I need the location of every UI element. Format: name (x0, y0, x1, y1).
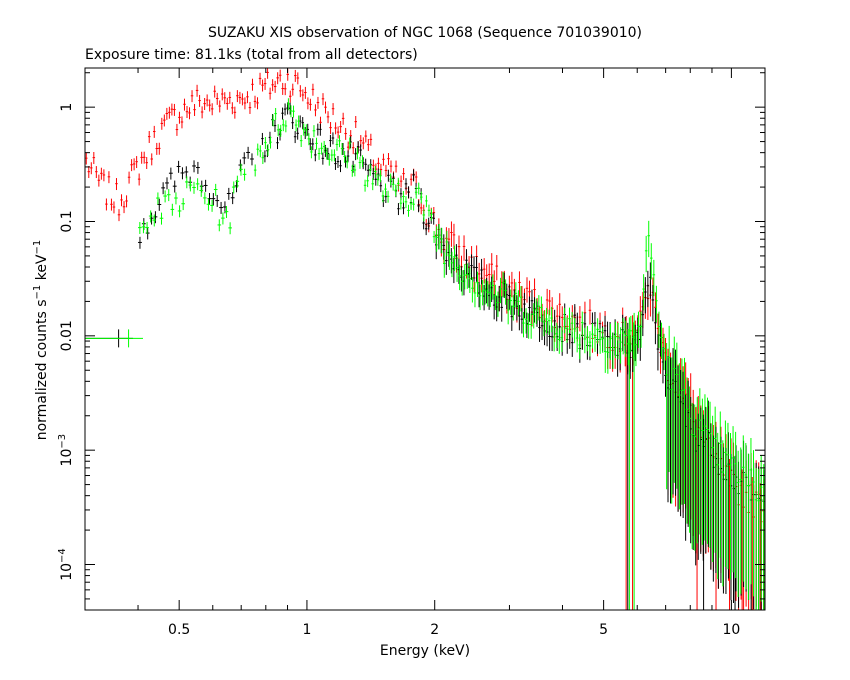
plot-area (85, 68, 765, 610)
plot-frame (84, 67, 766, 611)
y-tick-label-base: 10 (59, 563, 75, 581)
y-tick-label: 10−3 (57, 434, 75, 467)
x-tick-label: 5 (599, 622, 608, 638)
y-tick-label: 0.01 (59, 320, 75, 351)
x-tick-label: 1 (302, 622, 311, 638)
series-1 (85, 68, 765, 610)
series-3 (85, 98, 765, 610)
y-tick-label-exp: −3 (57, 434, 68, 449)
chart-subtitle: Exposure time: 81.1ks (total from all de… (85, 47, 418, 63)
x-tick-label: 2 (430, 622, 439, 638)
x-tick-label: 0.5 (168, 622, 190, 638)
y-tick-label: 0.1 (59, 210, 75, 232)
y-tick-label-exp: −4 (57, 548, 68, 563)
y-axis-label: normalized counts s−1 keV−1 (32, 240, 50, 441)
x-axis-label: Energy (keV) (380, 643, 470, 659)
x-tick-label: 10 (722, 622, 740, 638)
y-tick-label-base: 10 (59, 449, 75, 467)
y-axis-label-exp1: −1 (32, 285, 43, 300)
chart-title: SUZAKU XIS observation of NGC 1068 (Sequ… (208, 25, 642, 41)
y-tick-label: 10−4 (57, 548, 75, 581)
y-tick-label: 1 (59, 103, 75, 112)
y-axis-label-exp2: −1 (32, 240, 43, 255)
y-axis-label-main: normalized counts s (34, 299, 50, 440)
y-axis-label-mid: keV (34, 254, 50, 285)
